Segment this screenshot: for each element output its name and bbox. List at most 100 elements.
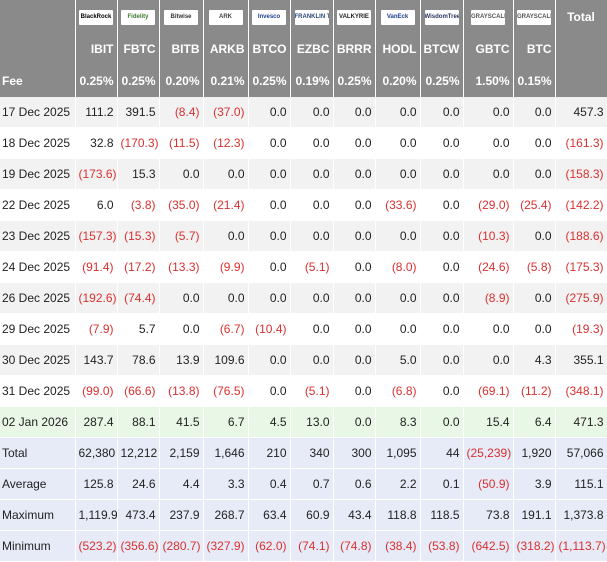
- flow-value: 0.0: [333, 220, 376, 252]
- flow-value: (10.4): [248, 313, 291, 345]
- flow-value: 0.0: [375, 220, 421, 252]
- date: 22 Dec 2025: [0, 189, 76, 221]
- summary-value: 1,373.8: [555, 499, 607, 531]
- flow-value: (35.0): [159, 189, 204, 221]
- flow-value: (24.6): [463, 251, 514, 283]
- summary-label: Average: [0, 468, 76, 500]
- summary-value: (25,239): [463, 437, 514, 469]
- flow-value: 0.0: [463, 158, 514, 190]
- summary-value: 63.4: [248, 499, 291, 531]
- summary-value: (62.0): [248, 530, 291, 562]
- flow-value: 0.0: [513, 97, 556, 128]
- flow-value: 0.0: [333, 313, 376, 345]
- flow-value: 0.0: [333, 375, 376, 407]
- summary-value: 0.1: [420, 468, 464, 500]
- flow-value: (21.4): [203, 189, 249, 221]
- issuer-logo: VALKYRIE: [337, 9, 371, 25]
- flow-row: 17 Dec 2025 111.2 391.5 (8.4) (37.0) 0.0 0.0 0.…: [0, 97, 607, 128]
- flow-value: 0.0: [159, 282, 204, 314]
- flow-value: 457.3: [555, 97, 607, 128]
- flow-value: (33.6): [375, 189, 421, 221]
- logo-row: BlackRock Fidelity Bitwise ARK Invesco FRANKL…: [0, 0, 607, 34]
- date: 02 Jan 2026: [0, 406, 76, 438]
- logo-cell: VALKYRIE: [333, 0, 376, 34]
- summary-value: 1,646: [203, 437, 249, 469]
- summary-value: (523.2): [75, 530, 118, 562]
- flow-value: 0.0: [248, 344, 291, 376]
- flow-value: 0.0: [513, 158, 556, 190]
- flow-value: 0.0: [290, 127, 334, 159]
- flow-row: 02 Jan 2026 287.4 88.1 41.5 6.7 4.5 13.0 0.0 8.3…: [0, 406, 607, 438]
- flow-value: 6.0: [75, 189, 118, 221]
- summary-value: (280.7): [159, 530, 204, 562]
- summary-label: Total: [0, 437, 76, 469]
- flow-value: 0.0: [463, 97, 514, 128]
- flow-value: 0.0: [248, 220, 291, 252]
- flow-value: 391.5: [117, 97, 160, 128]
- flow-value: (99.0): [75, 375, 118, 407]
- flow-value: 0.0: [513, 220, 556, 252]
- issuer-logo: Bitwise: [164, 9, 198, 25]
- flow-value: 287.4: [75, 406, 118, 438]
- flow-value: 32.8: [75, 127, 118, 159]
- logo-cell: WisdomTree: [420, 0, 464, 34]
- date: 23 Dec 2025: [0, 220, 76, 252]
- flow-value: (66.6): [117, 375, 160, 407]
- issuer-logo: VanEck: [380, 9, 415, 25]
- flow-value: (6.7): [203, 313, 249, 345]
- logo-cell: FRANKLIN TEMPLETON: [290, 0, 334, 34]
- flow-value: (12.3): [203, 127, 249, 159]
- summary-row: Maximum 1,119.9 473.4 237.9 268.7 63.4 60.9 43.…: [0, 499, 607, 531]
- flow-value: (158.3): [555, 158, 607, 190]
- summary-value: 118.8: [375, 499, 421, 531]
- summary-value: 2.2: [375, 468, 421, 500]
- summary-value: (74.8): [333, 530, 376, 562]
- flow-value: (15.3): [117, 220, 160, 252]
- flow-value: (76.5): [203, 375, 249, 407]
- summary-value: 62,380: [75, 437, 118, 469]
- summary-value: 12,212: [117, 437, 160, 469]
- flow-value: 5.0: [375, 344, 421, 376]
- flow-value: (173.6): [75, 158, 118, 190]
- ticker: GBTC: [463, 34, 514, 64]
- flow-value: (19.3): [555, 313, 607, 345]
- issuer-logo: Fidelity: [121, 9, 155, 25]
- fee: 1.50%: [463, 64, 514, 97]
- flow-value: 0.0: [333, 127, 376, 159]
- summary-value: 1,920: [513, 437, 556, 469]
- summary-value: 115.1: [555, 468, 607, 500]
- summary-value: (38.4): [375, 530, 421, 562]
- date: 29 Dec 2025: [0, 313, 76, 345]
- flow-value: 0.0: [248, 375, 291, 407]
- flow-value: (175.3): [555, 251, 607, 283]
- flow-value: (11.5): [159, 127, 204, 159]
- flow-value: 0.0: [333, 189, 376, 221]
- flow-value: 0.0: [248, 97, 291, 128]
- flow-value: 0.0: [290, 220, 334, 252]
- summary-value: 4.4: [159, 468, 204, 500]
- flow-value: 0.0: [420, 251, 464, 283]
- flow-value: 0.0: [420, 375, 464, 407]
- flow-value: 15.4: [463, 406, 514, 438]
- date: 26 Dec 2025: [0, 282, 76, 314]
- flow-value: 0.0: [203, 158, 249, 190]
- fee: 0.25%: [333, 64, 376, 97]
- flow-value: (91.4): [75, 251, 118, 283]
- flow-value: (17.2): [117, 251, 160, 283]
- flow-value: (5.1): [290, 375, 334, 407]
- flow-value: (8.9): [463, 282, 514, 314]
- flow-value: 0.0: [248, 127, 291, 159]
- flow-value: 0.0: [333, 158, 376, 190]
- fee: 0.25%: [75, 64, 118, 97]
- ticker: HODL: [375, 34, 421, 64]
- flow-value: (5.8): [513, 251, 556, 283]
- flow-value: (142.2): [555, 189, 607, 221]
- summary-value: 118.5: [420, 499, 464, 531]
- fee: 0.25%: [248, 64, 291, 97]
- ticker: BTC: [513, 34, 556, 64]
- summary-label: Minimum: [0, 530, 76, 562]
- flow-value: 0.0: [290, 313, 334, 345]
- flow-value: 0.0: [203, 282, 249, 314]
- flow-value: 0.0: [290, 189, 334, 221]
- issuer-logo: Invesco: [252, 9, 286, 25]
